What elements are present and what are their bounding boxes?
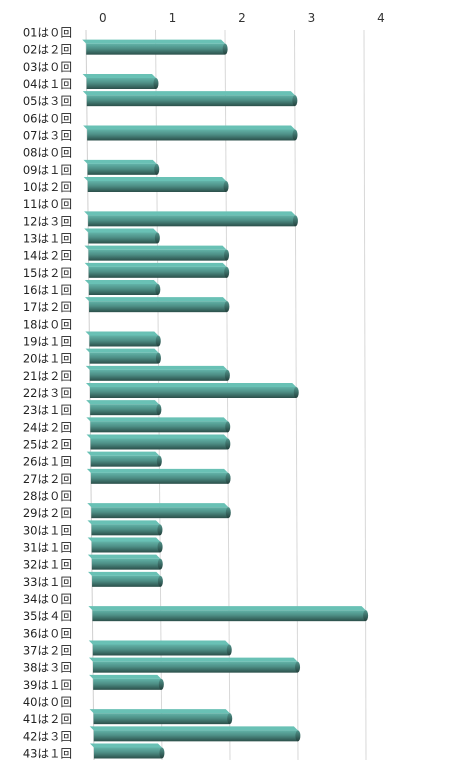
category-label: 14は２回 xyxy=(23,249,72,263)
bar xyxy=(82,39,228,55)
x-tick-label: 2 xyxy=(238,11,246,25)
x-tick-label: 4 xyxy=(377,11,385,25)
category-label: 18は０回 xyxy=(23,317,72,331)
bar xyxy=(84,211,298,227)
x-tick-label: 3 xyxy=(308,11,316,25)
bar xyxy=(86,417,231,433)
bar xyxy=(89,743,165,759)
bar xyxy=(88,606,369,622)
category-label: 21は２回 xyxy=(23,369,72,383)
category-label: 43は１回 xyxy=(23,747,72,761)
bar xyxy=(85,365,230,381)
category-label: 30は１回 xyxy=(23,523,72,537)
category-label: 01は０回 xyxy=(23,26,72,40)
category-label: 36は０回 xyxy=(23,626,72,640)
category-label: 42は３回 xyxy=(23,729,72,743)
category-label: 41は２回 xyxy=(23,712,72,726)
category-label: 22は３回 xyxy=(23,386,72,400)
bar xyxy=(85,348,161,364)
bar xyxy=(82,91,298,107)
category-label: 07は３回 xyxy=(23,129,72,143)
category-label: 27は２回 xyxy=(23,472,72,486)
category-label: 25は２回 xyxy=(23,438,72,452)
category-label: 31は１回 xyxy=(23,541,72,555)
bar xyxy=(88,571,163,587)
category-label: 29は２回 xyxy=(23,506,72,520)
category-label: 39は１回 xyxy=(23,678,72,692)
category-label: 34は０回 xyxy=(23,592,72,606)
category-label: 10は２回 xyxy=(23,180,72,194)
category-label: 12は３回 xyxy=(23,214,72,228)
category-label: 40は０回 xyxy=(23,695,72,709)
bar xyxy=(86,400,162,416)
category-label: 05は３回 xyxy=(23,94,72,108)
category-label: 28は０回 xyxy=(23,489,72,503)
bar xyxy=(89,674,164,690)
bar xyxy=(89,709,233,725)
bar xyxy=(84,245,230,261)
bar xyxy=(85,297,230,313)
bar xyxy=(83,159,160,175)
bar xyxy=(87,537,163,553)
category-label: 06は０回 xyxy=(23,111,72,125)
bar xyxy=(83,125,298,141)
category-label: 13は１回 xyxy=(23,232,72,246)
category-label: 38は３回 xyxy=(23,661,72,675)
bar xyxy=(85,331,161,347)
bar xyxy=(82,74,159,89)
x-tick-label: 0 xyxy=(99,11,107,25)
category-label: 23は１回 xyxy=(23,403,72,417)
bar xyxy=(88,657,301,673)
category-label: 09は１回 xyxy=(23,163,72,177)
category-label: 15は２回 xyxy=(23,266,72,280)
bar xyxy=(84,280,161,295)
bar xyxy=(84,228,160,244)
bar xyxy=(85,383,299,398)
x-tick-label: 1 xyxy=(169,11,177,25)
category-label: 08は０回 xyxy=(23,146,72,160)
category-label: 11は０回 xyxy=(23,197,72,211)
bars xyxy=(82,39,369,759)
bar xyxy=(84,262,230,278)
category-label: 03は０回 xyxy=(23,60,72,74)
category-label: 16は１回 xyxy=(23,283,72,297)
category-label: 35は４回 xyxy=(23,609,72,623)
category-label: 17は２回 xyxy=(23,300,72,314)
category-label: 37は２回 xyxy=(23,644,72,658)
category-label: 19は１回 xyxy=(23,335,72,349)
bar xyxy=(89,726,301,742)
bar xyxy=(87,503,231,519)
x-axis-ticks: 0 1 2 3 4 xyxy=(99,11,385,25)
bar xyxy=(86,451,162,467)
category-label: 26は１回 xyxy=(23,455,72,469)
category-label: 04は１回 xyxy=(23,77,72,91)
category-labels: 01は０回 02は２回 03は０回 04は１回 05は３回 06は０回 07は３回 08は０回… xyxy=(23,26,72,761)
category-label: 24は２回 xyxy=(23,420,72,434)
category-label: 20は１回 xyxy=(23,352,72,366)
bar xyxy=(83,177,229,192)
bar xyxy=(86,434,231,450)
bar xyxy=(87,520,163,536)
bar xyxy=(86,468,231,484)
gridline xyxy=(363,29,367,761)
bar xyxy=(88,640,232,656)
category-label: 32は１回 xyxy=(23,558,72,572)
category-label: 02は２回 xyxy=(23,43,72,57)
bar xyxy=(87,554,163,570)
category-label: 33は１回 xyxy=(23,575,72,589)
